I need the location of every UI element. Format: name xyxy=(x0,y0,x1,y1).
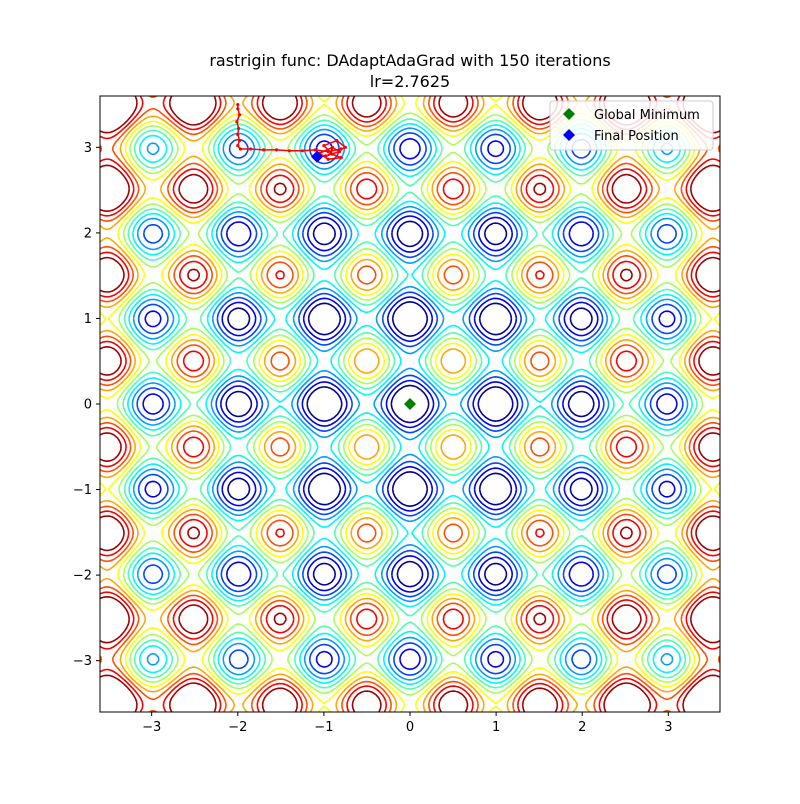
y-tick-label-2: −1 xyxy=(73,483,92,498)
legend-box xyxy=(549,100,714,151)
y-tick-label-4: 1 xyxy=(84,312,92,327)
path-point-16 xyxy=(339,147,343,151)
legend: Global Minimum Final Position xyxy=(549,100,714,151)
path-point-13 xyxy=(300,149,304,153)
path-point-14 xyxy=(313,148,317,152)
path-point-1 xyxy=(236,107,240,111)
path-point-3 xyxy=(235,120,239,124)
path-point-0 xyxy=(236,103,240,107)
contour-level-3 xyxy=(131,127,689,681)
y-tick-label-3: 0 xyxy=(84,398,92,413)
path-point-2 xyxy=(237,113,242,117)
y-tick-label-0: −3 xyxy=(73,654,92,669)
path-point-26 xyxy=(324,154,328,158)
chart-title-line-1: rastrigin func: DAdaptAdaGrad with 150 i… xyxy=(209,51,611,70)
path-point-5 xyxy=(236,132,240,137)
y-axis: −3 −2 −1 0 1 2 3 xyxy=(73,141,100,669)
contour-level-2 xyxy=(136,132,684,676)
contour-level-5 xyxy=(122,118,698,690)
contour-level-0 xyxy=(225,220,595,588)
optimizer-path-layer xyxy=(235,103,347,161)
path-point-4 xyxy=(237,126,241,131)
legend-label-global-minimum: Global Minimum xyxy=(594,108,700,123)
y-tick-label-5: 2 xyxy=(84,226,92,241)
path-point-19 xyxy=(322,144,326,148)
contour-lines xyxy=(100,96,720,712)
path-point-11 xyxy=(274,148,279,152)
legend-final-position-marker xyxy=(563,129,575,141)
x-tick-label-6: 3 xyxy=(664,720,672,735)
chart-title-line-2: lr=2.7625 xyxy=(369,72,451,91)
contour-level-7 xyxy=(100,96,720,712)
x-tick-label-2: −1 xyxy=(314,720,333,735)
path-point-7 xyxy=(236,144,240,148)
path-point-25 xyxy=(337,150,341,154)
path-point-9 xyxy=(249,147,253,151)
path-point-12 xyxy=(287,149,291,153)
path-point-18 xyxy=(335,138,339,143)
optimizer-path xyxy=(236,104,347,161)
path-point-15 xyxy=(326,150,330,154)
x-tick-label-1: −2 xyxy=(228,720,247,735)
path-point-21 xyxy=(339,156,343,160)
path-point-20 xyxy=(330,152,335,156)
legend-global-minimum-marker xyxy=(563,108,575,120)
x-tick-label-5: 2 xyxy=(578,720,586,735)
y-tick-label-6: 3 xyxy=(84,141,92,156)
x-axis: −3 −2 −1 0 1 2 3 xyxy=(142,712,672,735)
marker-layer xyxy=(311,150,416,410)
contour-level-11 xyxy=(100,96,720,712)
path-point-17 xyxy=(343,145,347,149)
contour-level-6 xyxy=(116,112,704,696)
contour-level-1 xyxy=(142,137,678,671)
path-point-8 xyxy=(238,147,242,151)
legend-label-final-position: Final Position xyxy=(594,129,679,144)
contour-level-9 xyxy=(100,96,720,712)
x-tick-label-0: −3 xyxy=(142,720,161,735)
path-point-22 xyxy=(326,157,330,161)
contour-level-4 xyxy=(127,122,693,686)
path-point-10 xyxy=(262,148,266,152)
path-point-6 xyxy=(237,138,242,143)
x-tick-label-3: 0 xyxy=(406,720,414,735)
global-minimum-marker xyxy=(404,398,416,410)
x-tick-label-4: 1 xyxy=(492,720,500,735)
final-position-marker xyxy=(311,150,323,163)
path-point-24 xyxy=(330,145,335,149)
contour-level-10 xyxy=(100,96,720,712)
y-tick-label-1: −2 xyxy=(73,569,92,584)
